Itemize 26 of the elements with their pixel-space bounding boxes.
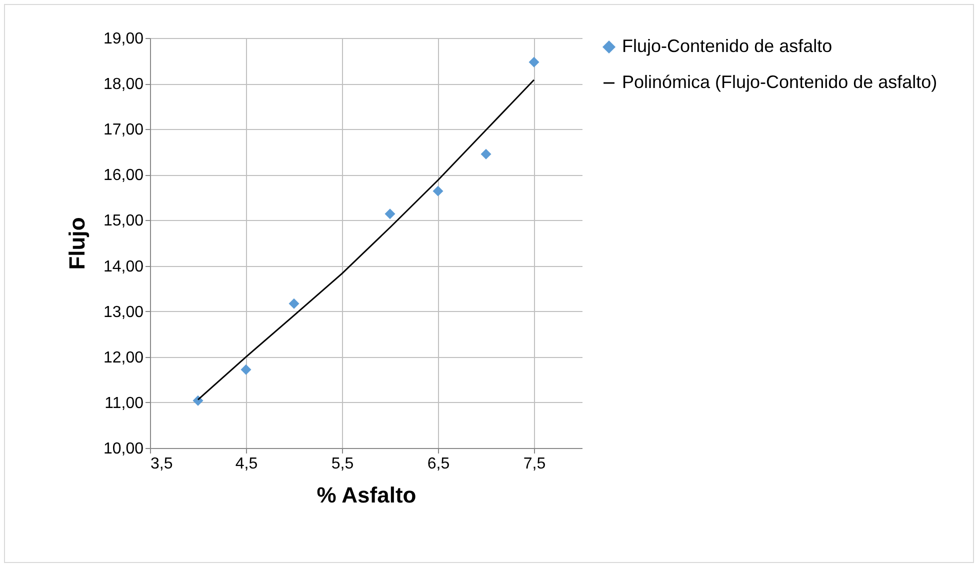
x-tick-label: 7,5 xyxy=(523,456,546,472)
x-axis-title: % Asfalto xyxy=(316,482,416,508)
y-tick-label: 17,00 xyxy=(103,122,144,139)
y-axis-title: Flujo xyxy=(64,217,90,270)
x-tick-label: 3,5 xyxy=(150,456,173,472)
point xyxy=(528,56,540,68)
point xyxy=(480,148,492,160)
y-tick-label: 19,00 xyxy=(103,30,144,48)
point xyxy=(384,208,396,220)
point xyxy=(288,298,300,309)
y-tick-label: 14,00 xyxy=(103,258,144,276)
x-tick-label: 6,5 xyxy=(427,456,450,472)
x-tick-label: 5,5 xyxy=(331,456,354,472)
y-tick-label: 13,00 xyxy=(103,304,144,321)
y-tick-label: 16,00 xyxy=(103,167,144,184)
point xyxy=(192,395,204,406)
point xyxy=(432,186,444,196)
y-tick-label: 11,00 xyxy=(104,394,144,412)
point xyxy=(240,364,252,375)
x-tick-label: 4,5 xyxy=(235,456,258,472)
legend-label: Polinómica (Flujo-Contenido de asfalto) xyxy=(622,72,938,92)
y-tick-label: 12,00 xyxy=(103,349,144,366)
y-tick-label: 15,00 xyxy=(103,212,144,230)
y-tick-label: 10,00 xyxy=(103,440,144,458)
y-tick-label: 18,00 xyxy=(103,76,144,94)
legend-label: Flujo-Contenido de asfalto xyxy=(622,36,832,56)
